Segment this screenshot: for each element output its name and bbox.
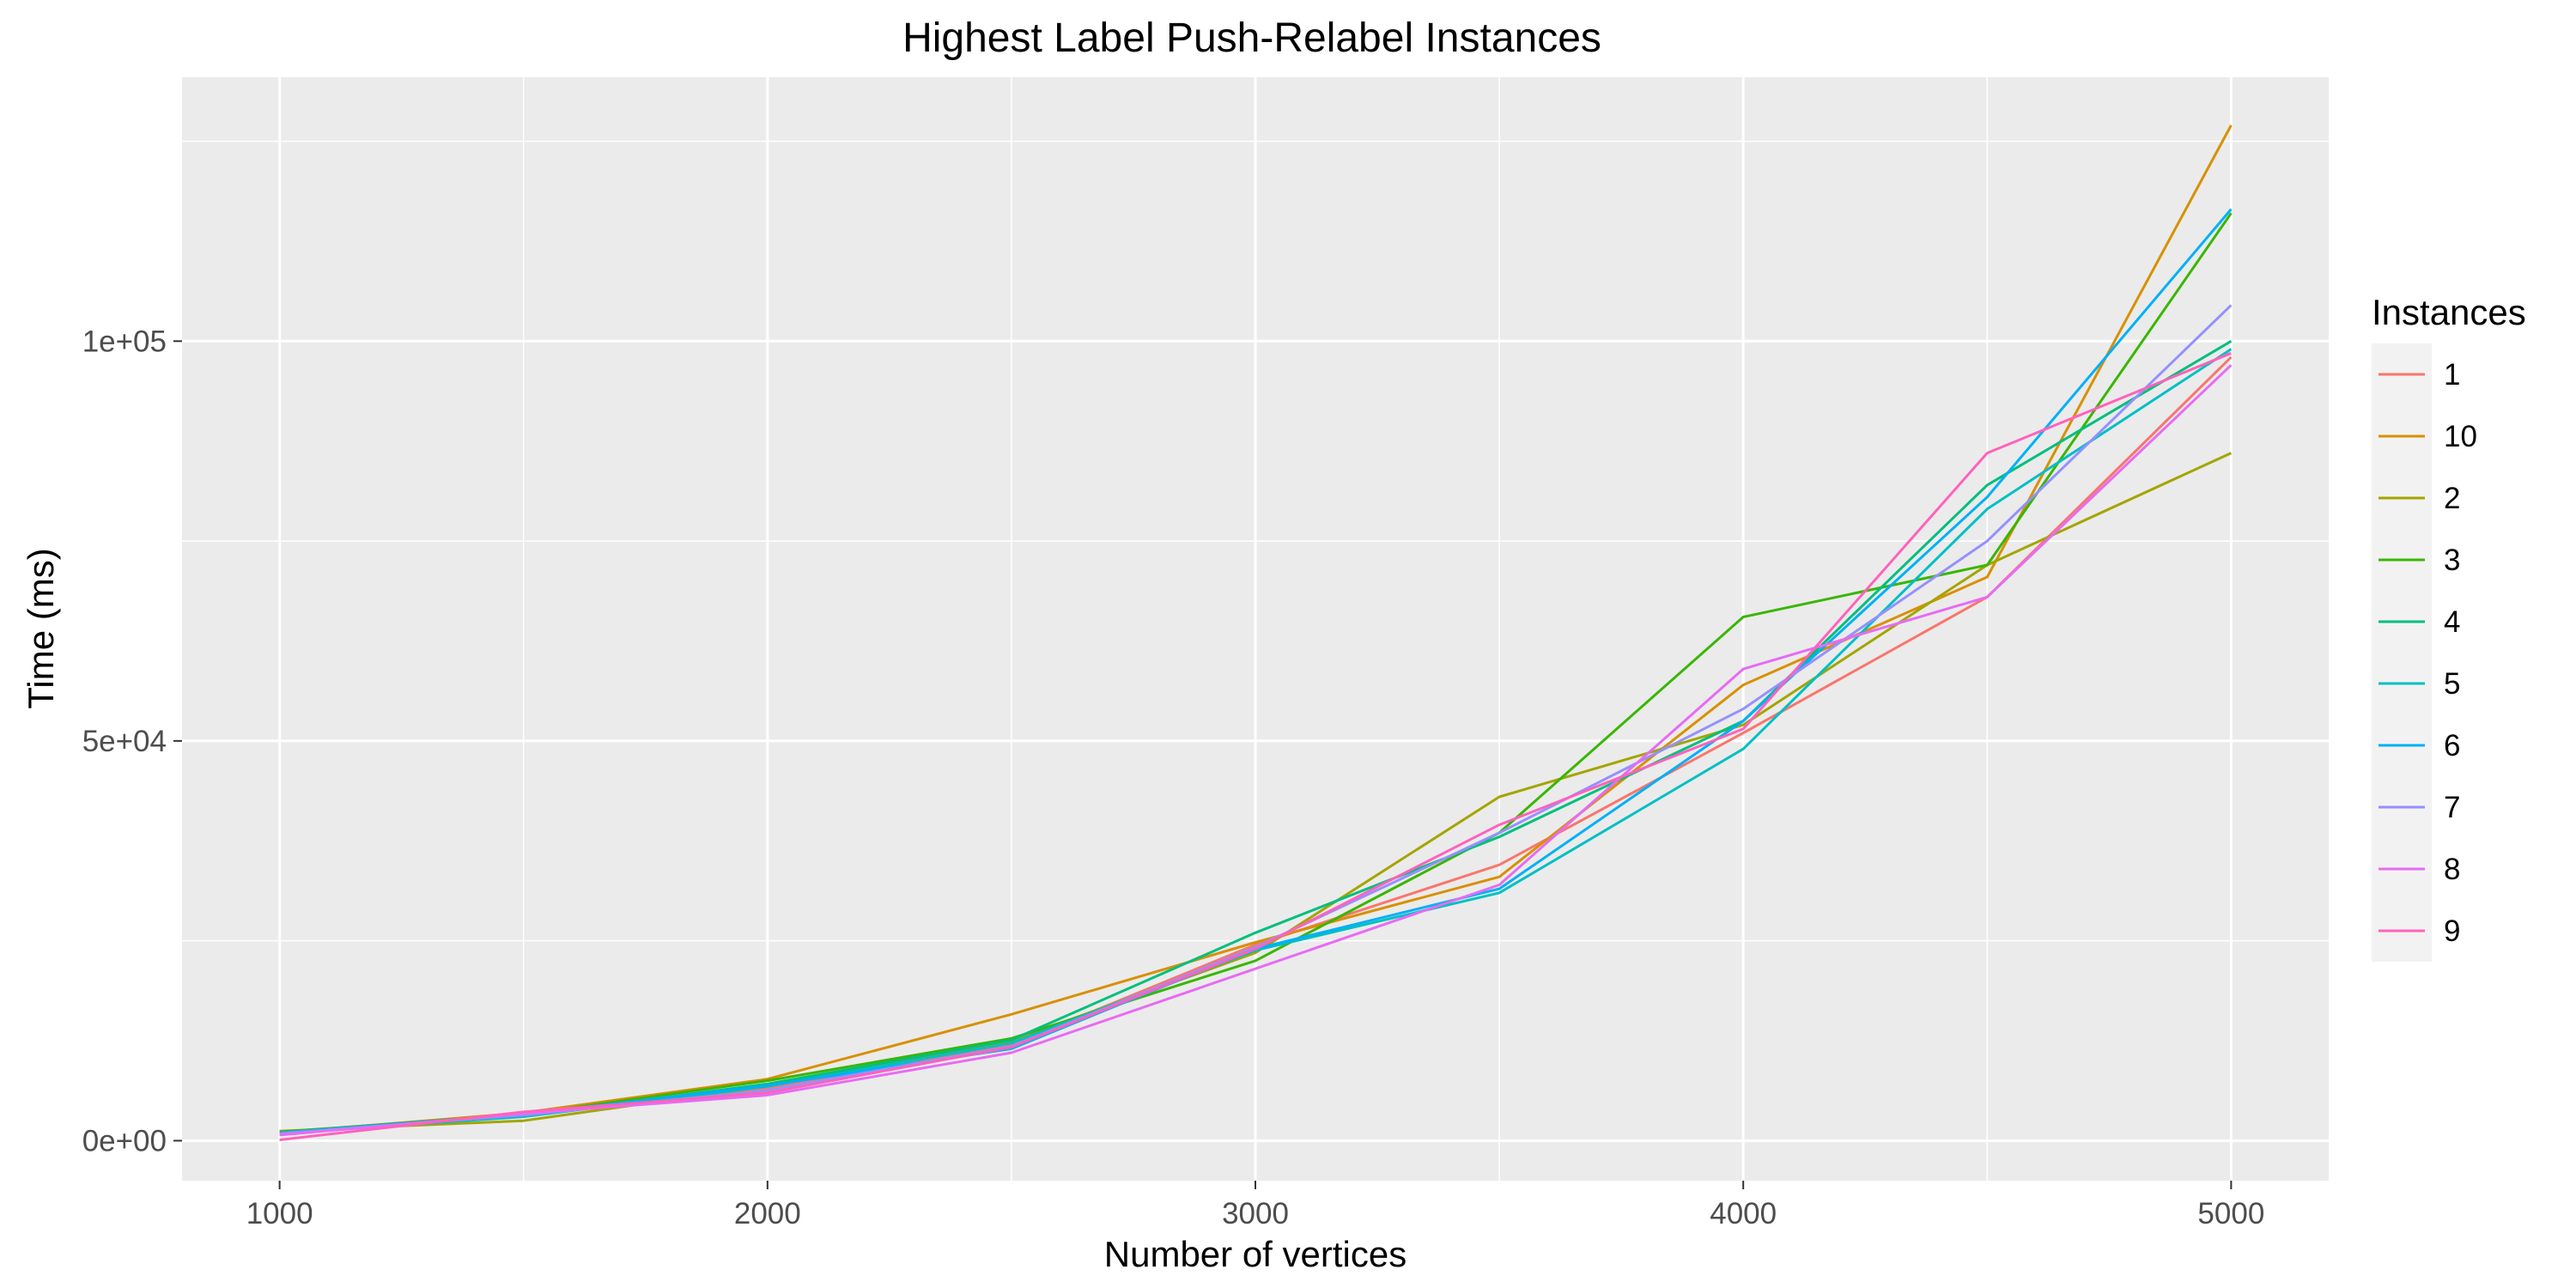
x-tick-label: 4000	[1710, 1197, 1777, 1230]
series-line-3	[279, 212, 2233, 1133]
series-line-8	[279, 364, 2233, 1137]
x-axis: 1000 2000 3000 4000 5000	[246, 1181, 2264, 1230]
x-tick-label: 5000	[2197, 1197, 2264, 1230]
legend-item-3: 3	[2372, 529, 2460, 591]
y-axis: 0e+00 5e+04 1e+05	[82, 325, 182, 1157]
legend-item-7: 7	[2372, 776, 2460, 838]
legend: Instances 1 10 2 3 4 5 6 7 8 9	[2372, 292, 2526, 962]
chart-title: Highest Label Push-Relabel Instances	[902, 15, 1601, 61]
legend-title: Instances	[2372, 292, 2526, 332]
y-axis-title: Time (ms)	[21, 548, 61, 708]
x-axis-title: Number of vertices	[1104, 1234, 1406, 1274]
legend-item-10: 10	[2372, 405, 2477, 467]
x-tick-label: 2000	[734, 1197, 801, 1230]
series-line-9	[279, 351, 2232, 1141]
legend-label-2: 2	[2444, 482, 2460, 515]
legend-item-6: 6	[2372, 714, 2460, 776]
y-tick-label: 1e+05	[82, 325, 167, 358]
major-gridlines	[182, 77, 2329, 1181]
legend-item-5: 5	[2372, 653, 2460, 714]
series-line-2	[279, 452, 2233, 1133]
legend-label-5: 5	[2444, 667, 2460, 701]
legend-item-4: 4	[2372, 591, 2460, 653]
series-lines	[279, 125, 2233, 1141]
series-line-10	[279, 125, 2233, 1134]
x-tick-label: 1000	[246, 1197, 313, 1230]
legend-label-10: 10	[2444, 420, 2477, 453]
legend-label-4: 4	[2444, 605, 2460, 639]
legend-label-9: 9	[2444, 914, 2460, 948]
legend-item-2: 2	[2372, 467, 2460, 529]
legend-label-8: 8	[2444, 853, 2460, 886]
legend-label-6: 6	[2444, 729, 2460, 762]
legend-item-8: 8	[2372, 838, 2460, 900]
legend-label-3: 3	[2444, 544, 2460, 577]
x-tick-label: 3000	[1222, 1197, 1289, 1230]
legend-item-1: 1	[2372, 343, 2460, 405]
y-tick-label: 5e+04	[82, 725, 167, 758]
legend-label-1: 1	[2444, 358, 2460, 392]
legend-label-7: 7	[2444, 791, 2460, 824]
legend-item-9: 9	[2372, 900, 2460, 962]
y-tick-label: 0e+00	[82, 1124, 167, 1157]
